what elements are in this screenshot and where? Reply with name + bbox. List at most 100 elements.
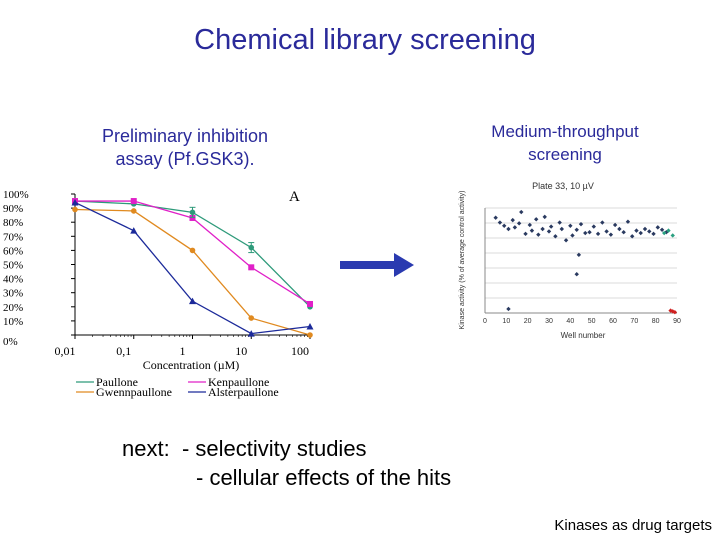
data-point <box>247 330 255 337</box>
data-point <box>189 247 196 254</box>
right-heading-line2: screening <box>528 145 602 164</box>
series-line-alsterpaullone <box>74 201 311 335</box>
screening-x-tick-label: 0 <box>483 318 487 325</box>
screening-point <box>672 309 678 315</box>
screening-x-tick-label: 70 <box>630 318 638 325</box>
screening-point <box>568 223 573 228</box>
screening-x-tick-label: 90 <box>673 318 681 325</box>
left-heading: Preliminary inhibition assay (Pf.GSK3). <box>60 125 310 171</box>
x-tick-label: 0,1 <box>116 344 131 358</box>
y-tick-label: 0% <box>3 336 18 348</box>
left-heading-line2: assay (Pf.GSK3). <box>115 149 255 169</box>
screening-y-label: Kinase activity (% of average control ac… <box>459 191 466 330</box>
screening-point <box>651 231 656 237</box>
right-heading-line1: Medium-throughput <box>491 122 639 141</box>
screening-point <box>506 306 511 312</box>
screening-x-tick-label: 10 <box>502 318 510 325</box>
screening-x-tick-label: 20 <box>524 318 532 325</box>
screening-point <box>595 231 601 237</box>
screening-point <box>638 230 643 236</box>
screening-point <box>642 226 648 232</box>
screening-point <box>587 230 592 235</box>
screening-x-tick-label: 30 <box>545 318 553 325</box>
y-tick-label: 70% <box>3 231 23 243</box>
y-tick-label: 100% <box>3 189 29 201</box>
legend-label: Gwennpaullone <box>96 385 172 399</box>
data-point <box>306 323 314 330</box>
x-tick-label: 100 <box>291 344 309 358</box>
x-tick-label: 0,01 <box>55 344 76 358</box>
y-tick-label: 10% <box>3 316 23 328</box>
next-row-2: - cellular effects of the hits <box>122 463 451 492</box>
screening-point <box>574 227 579 233</box>
screening-point <box>534 217 539 222</box>
panel-letter: A <box>289 189 300 205</box>
screening-x-tick-label: 40 <box>566 318 574 325</box>
screening-point <box>497 220 503 225</box>
screening-point <box>666 228 671 233</box>
screening-point <box>563 238 569 243</box>
screening-point <box>527 222 532 228</box>
screening-point <box>670 233 675 238</box>
next-steps: next: - selectivity studies - cellular e… <box>122 434 451 492</box>
slide-title: Chemical library screening <box>194 24 536 56</box>
arrow-icon <box>340 253 414 277</box>
legend-label: Alsterpaullone <box>208 385 279 399</box>
screening-point <box>542 214 547 220</box>
screening-point <box>625 219 631 224</box>
screening-point <box>574 272 579 277</box>
screening-x-tick-label: 60 <box>609 318 617 325</box>
x-axis-label: Concentration (µM) <box>143 358 240 372</box>
next-item-1: - selectivity studies <box>181 436 367 461</box>
screening-point <box>529 228 535 233</box>
left-heading-line1: Preliminary inhibition <box>101 126 269 146</box>
y-tick-label: 30% <box>3 288 23 300</box>
screening-chart: 0 10 20 30 40 50 60 70 80 90 Plate 33, 10 µV Well… <box>459 181 681 340</box>
screening-point <box>655 225 660 230</box>
screening-point <box>591 224 596 229</box>
screening-point <box>516 221 522 226</box>
screening-point <box>557 220 562 225</box>
data-point <box>130 208 137 214</box>
y-tick-label: 40% <box>3 274 23 286</box>
x-tick-label: 1 <box>180 344 186 358</box>
screening-x-label: Well number <box>561 331 606 340</box>
series-line-gwennpaullone <box>74 208 311 336</box>
screening-point <box>604 229 609 234</box>
next-label: next: <box>122 436 170 461</box>
screening-point <box>621 230 626 235</box>
screening-x-tick-label: 50 <box>588 318 596 325</box>
y-tick-label: 90% <box>3 203 23 215</box>
screening-point <box>546 229 552 234</box>
screening-point <box>506 226 511 232</box>
screening-point <box>540 226 545 232</box>
y-tick-label: 80% <box>3 217 23 229</box>
screening-point <box>548 224 554 229</box>
screening-point <box>502 223 507 228</box>
data-point <box>72 206 78 213</box>
screening-point <box>570 233 575 238</box>
data-point <box>248 264 255 271</box>
screening-point <box>612 222 618 228</box>
screening-point <box>559 226 564 232</box>
screening-point <box>600 220 605 225</box>
screening-point <box>510 217 515 223</box>
data-point <box>189 214 196 221</box>
screening-point <box>659 227 665 233</box>
data-point <box>307 300 313 307</box>
x-tick-label: 10 <box>235 344 247 358</box>
data-point <box>130 227 138 234</box>
screening-point <box>583 230 588 236</box>
screening-point <box>578 221 584 227</box>
data-point <box>248 315 255 321</box>
screening-point <box>536 232 541 237</box>
screening-point <box>634 228 639 233</box>
next-row-1: next: - selectivity studies <box>122 434 451 463</box>
legend-label: Kenpaullone <box>208 375 269 389</box>
screening-point <box>647 229 652 234</box>
data-point <box>130 198 137 205</box>
data-point <box>189 297 196 305</box>
legend-label: Paullone <box>96 375 138 389</box>
footer-caption: Kinases as drug targets <box>554 517 712 534</box>
screening-point <box>493 215 498 220</box>
